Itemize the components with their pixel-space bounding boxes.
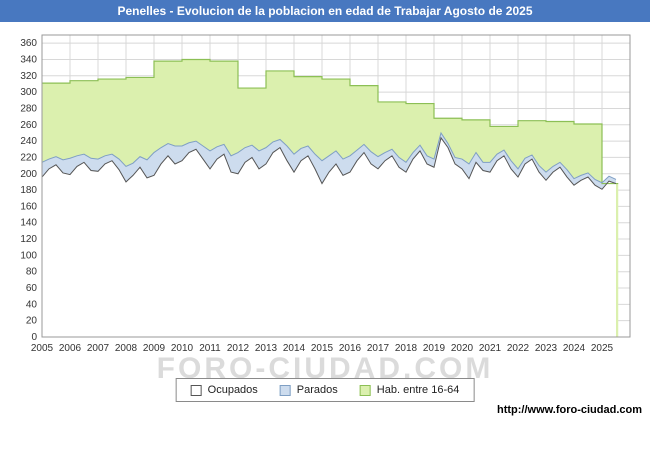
svg-text:2013: 2013	[255, 343, 278, 354]
svg-text:100: 100	[20, 250, 37, 261]
population-area-chart: 0 20 40 60 80 100 120 140 160 180 200 220 240 260 280 3…	[20, 34, 631, 354]
svg-text:2023: 2023	[535, 343, 558, 354]
svg-text:40: 40	[26, 299, 38, 310]
svg-text:2011: 2011	[199, 343, 221, 354]
svg-text:320: 320	[20, 71, 37, 82]
legend-item-ocupados[interactable]: Ocupados	[190, 384, 258, 396]
svg-text:20: 20	[26, 316, 38, 327]
svg-text:2006: 2006	[59, 343, 82, 354]
legend-label-hab-16-64: Hab. entre 16-64	[376, 384, 460, 396]
svg-text:2025: 2025	[591, 343, 614, 354]
svg-text:180: 180	[20, 185, 37, 196]
foro-ciudad-link[interactable]: http://www.foro-ciudad.com	[496, 404, 642, 416]
chart-title: Penelles - Evolucion de la poblacion en …	[117, 4, 533, 18]
svg-text:2020: 2020	[451, 343, 474, 354]
chart-area: 0 20 40 60 80 100 120 140 160 180 200 220 240 260 280 3…	[0, 22, 650, 450]
svg-text:120: 120	[20, 234, 37, 245]
parados-swatch-icon	[279, 384, 291, 396]
ocupados-swatch-icon	[190, 384, 202, 396]
svg-text:2018: 2018	[395, 343, 418, 354]
svg-text:2012: 2012	[227, 343, 250, 354]
svg-text:60: 60	[26, 283, 38, 294]
svg-text:2024: 2024	[563, 343, 586, 354]
svg-text:2016: 2016	[339, 343, 362, 354]
svg-text:80: 80	[26, 267, 38, 278]
legend-item-parados[interactable]: Parados	[279, 384, 338, 396]
hab-16-64-swatch-icon	[359, 384, 371, 396]
svg-text:360: 360	[20, 38, 37, 49]
svg-text:2005: 2005	[31, 343, 54, 354]
svg-text:2015: 2015	[311, 343, 334, 354]
svg-text:220: 220	[20, 152, 37, 163]
svg-text:2014: 2014	[283, 343, 306, 354]
svg-text:2008: 2008	[115, 343, 138, 354]
svg-text:340: 340	[20, 54, 37, 65]
svg-text:2017: 2017	[367, 343, 390, 354]
svg-text:140: 140	[20, 218, 37, 229]
svg-text:0: 0	[31, 332, 37, 343]
svg-text:280: 280	[20, 103, 37, 114]
svg-text:160: 160	[20, 201, 37, 212]
svg-text:240: 240	[20, 136, 37, 147]
footer: http://www.foro-ciudad.com	[497, 404, 642, 416]
legend-label-ocupados: Ocupados	[207, 384, 258, 396]
svg-text:2007: 2007	[87, 343, 110, 354]
svg-text:260: 260	[20, 120, 37, 131]
svg-text:2022: 2022	[507, 343, 530, 354]
chart-title-bar: Penelles - Evolucion de la poblacion en …	[0, 0, 650, 22]
svg-text:2019: 2019	[423, 343, 446, 354]
legend-item-hab-16-64[interactable]: Hab. entre 16-64	[359, 384, 460, 396]
svg-text:2021: 2021	[479, 343, 502, 354]
svg-text:2010: 2010	[171, 343, 194, 354]
svg-text:200: 200	[20, 169, 37, 180]
svg-text:300: 300	[20, 87, 37, 98]
svg-text:2009: 2009	[143, 343, 166, 354]
legend-label-parados: Parados	[296, 384, 338, 396]
legend: Ocupados Parados Hab. entre 16-64	[175, 378, 475, 402]
